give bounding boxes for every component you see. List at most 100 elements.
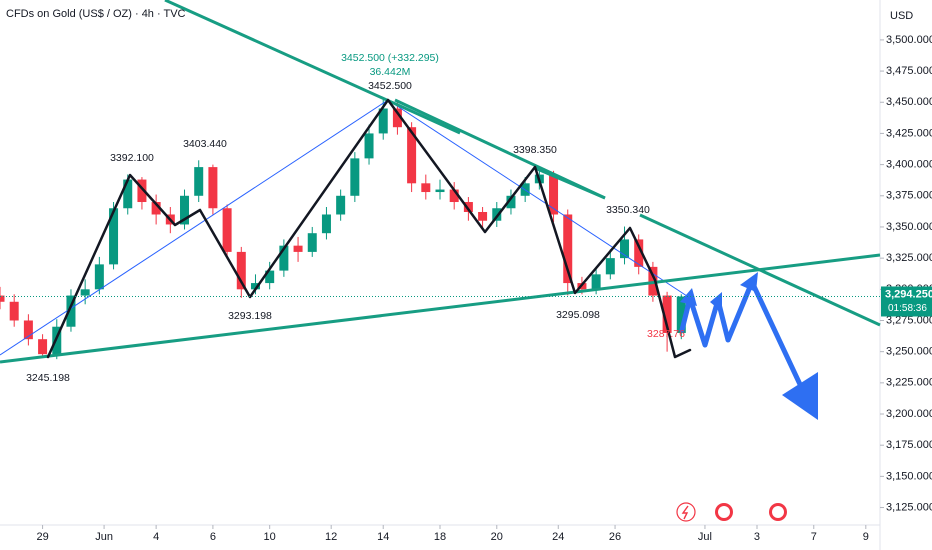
price-annotation: 3452.500 [368,80,412,92]
resistance-line [164,0,461,135]
event-icon-glyph [718,506,730,518]
event-icon-glyph [681,505,689,520]
countdown-label: 01:58:36 [888,303,927,314]
y-tick-label: 3,250.000 [886,346,932,358]
candle-body [676,296,686,333]
y-tick-label: 3,225.000 [886,377,932,389]
candle-body [634,239,644,267]
x-tick-label: 20 [491,531,503,543]
last-price-box [881,286,932,317]
y-tick-label: 3,475.000 [886,65,932,77]
candles [0,99,686,360]
drawings [0,0,881,522]
price-annotation: 3398.350 [513,144,557,156]
candle-body [38,339,48,355]
candle-body [407,127,417,184]
y-tick-label: 3,350.000 [886,221,932,233]
price-annotation: 3295.098 [556,309,600,321]
x-tick-label: 26 [609,531,621,543]
candle-body [208,167,218,209]
candle-body [265,270,275,284]
candle-body [279,245,289,271]
currency-label: USD [890,10,913,22]
price-annotation: 3245.198 [26,372,70,384]
candle-body [94,264,104,290]
y-tick-label: 3,400.000 [886,159,932,171]
y-tick-label: 3,450.000 [886,96,932,108]
trend-line [387,99,691,299]
x-tick-label: 3 [754,531,760,543]
event-icon[interactable] [676,502,696,522]
candle-body [549,174,559,215]
candle-body [492,208,502,221]
candle-body [236,251,246,290]
price-annotation: 36.442M [370,66,411,78]
resistance-line [534,166,606,200]
candle-body [392,108,402,128]
candle-body [449,189,459,203]
price-annotation: 3452.500 (+332.295) [341,52,439,64]
support-line [0,253,881,364]
price-annotation: 3293.198 [228,310,272,322]
x-tick-label: 9 [863,531,869,543]
candle-body [591,274,601,290]
price-annotation: 3392.100 [110,152,154,164]
candle-body [605,258,615,275]
price-annotation: 3287.76 [647,328,685,340]
candle-body [80,289,90,296]
x-tick-label: 29 [36,531,48,543]
candle-body [307,233,317,252]
candle-body [421,183,431,193]
arrow-head [710,292,722,312]
candle-body [66,295,76,327]
candle-body [662,295,672,333]
y-tick-label: 3,275.000 [886,314,932,326]
x-tick-label: Jul [698,531,712,543]
candle-body [222,208,232,252]
candle-body [620,239,630,259]
candle-body [250,283,260,290]
y-tick-label: 3,175.000 [886,439,932,451]
x-tick-label: 14 [377,531,389,543]
y-tick-label: 3,325.000 [886,252,932,264]
y-tick-label: 3,200.000 [886,408,932,420]
candle-body [463,202,473,212]
x-tick-label: 12 [325,531,337,543]
x-tick-label: 4 [153,531,159,543]
candle-body [364,133,374,159]
trend-line [0,99,389,356]
candle-body [194,167,204,196]
x-tick-label: 7 [811,531,817,543]
candle-body [378,108,388,134]
candle-body [321,214,331,234]
zigzag [46,98,692,359]
candle-body [9,301,19,321]
last-price-label: 3,294.250 [885,288,932,300]
candle-body [478,211,488,221]
candle-body [23,320,33,340]
candle-body [123,179,133,209]
x-tick-label: Jun [95,531,113,543]
candle-body [180,195,190,225]
arrow-head [782,372,818,420]
candle-body [336,195,346,215]
candle-body [563,214,573,284]
candle-body [435,189,445,193]
chart-title: CFDs on Gold (US$ / OZ) · 4h · TVC [6,8,186,20]
event-icon-glyph [772,506,784,518]
arrow-head [680,288,697,306]
candle-body [109,208,119,265]
x-tick-label: 18 [434,531,446,543]
candle-body [293,245,303,252]
price-annotation: 3403.440 [183,138,227,150]
x-tick-label: 10 [264,531,276,543]
x-tick-label: 6 [210,531,216,543]
y-tick-label: 3,125.000 [886,501,932,513]
price-annotation: 3350.340 [606,204,650,216]
candle-body [151,202,161,215]
y-tick-label: 3,150.000 [886,470,932,482]
candle-body [350,158,360,196]
candle-body [137,179,147,203]
